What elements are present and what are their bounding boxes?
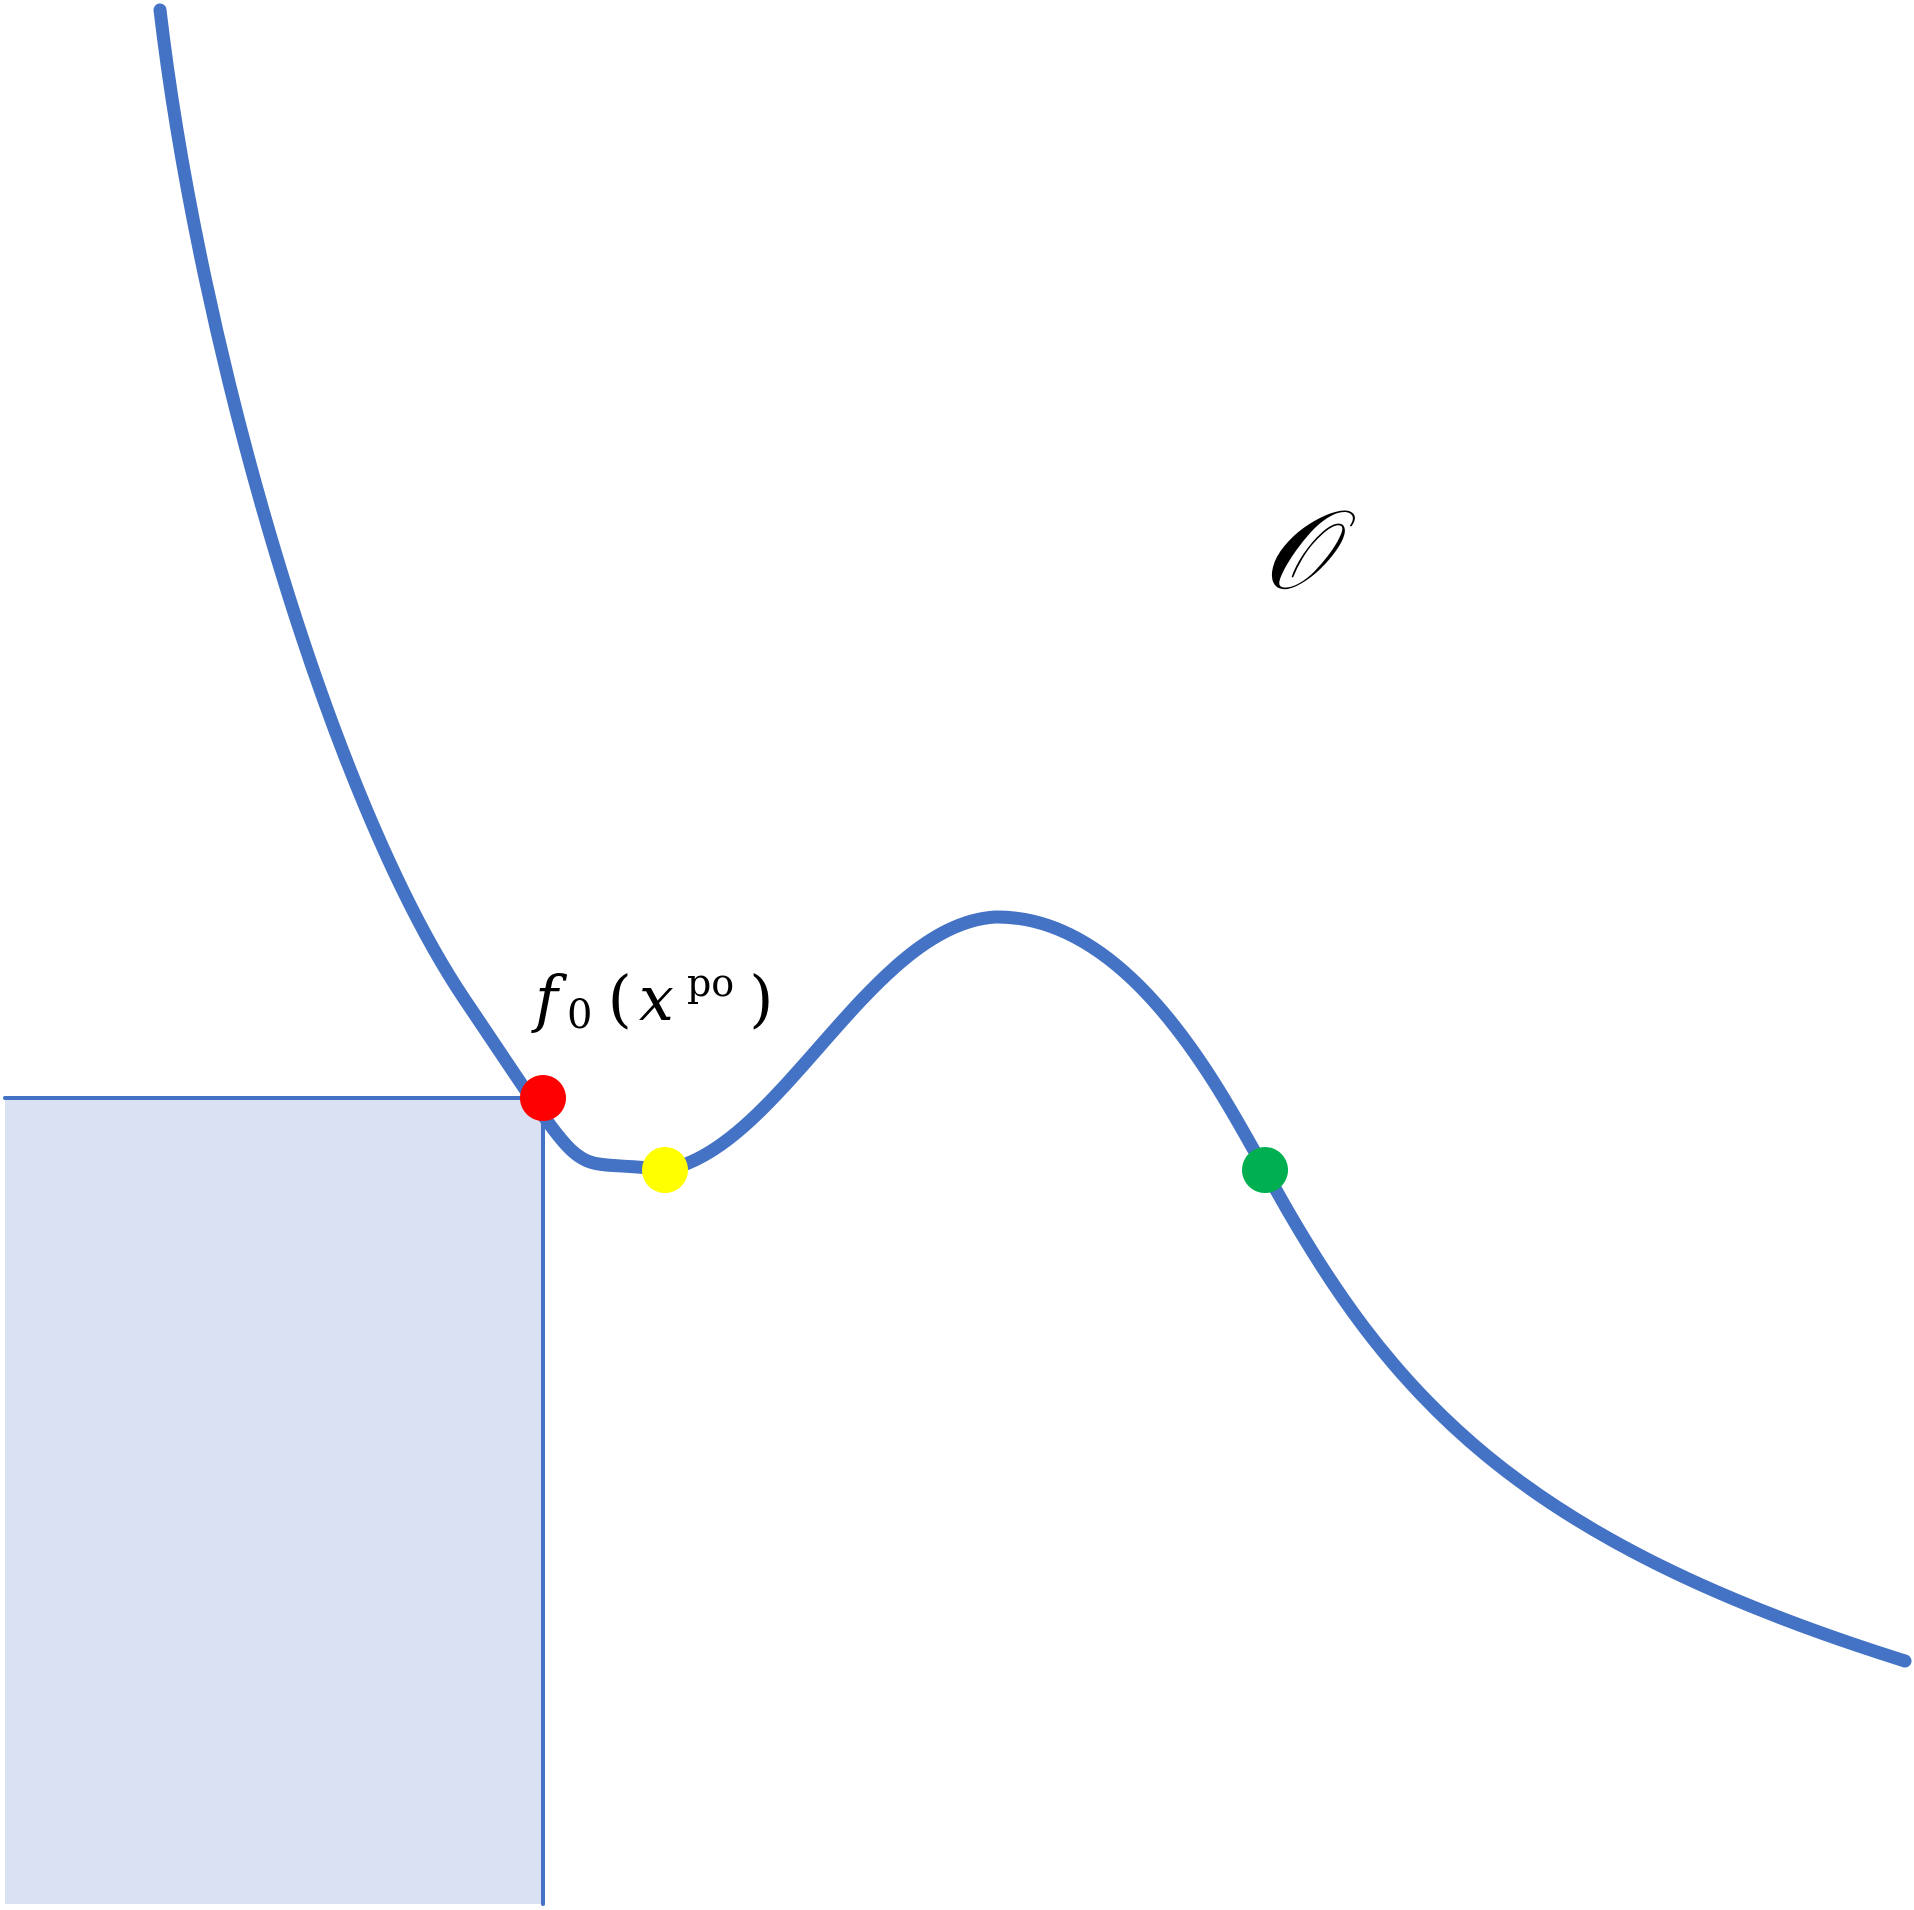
green-point xyxy=(1242,1147,1288,1193)
tradeoff-curve xyxy=(153,3,1912,1668)
red-point xyxy=(520,1075,566,1121)
point-label: f 0 ( x po ) xyxy=(531,961,773,1038)
point-label-superscript: po xyxy=(687,961,734,1005)
point-label-function: f xyxy=(531,962,568,1035)
yellow-point xyxy=(642,1147,688,1193)
point-label-close-paren: ) xyxy=(749,962,773,1035)
point-label-open-paren: ( xyxy=(608,962,632,1035)
point-label-variable: x xyxy=(639,962,674,1035)
objective-region-label: 𝒪 xyxy=(1262,486,1356,614)
point-label-subscript: 0 xyxy=(567,992,592,1038)
dominated-region xyxy=(5,1098,543,1904)
